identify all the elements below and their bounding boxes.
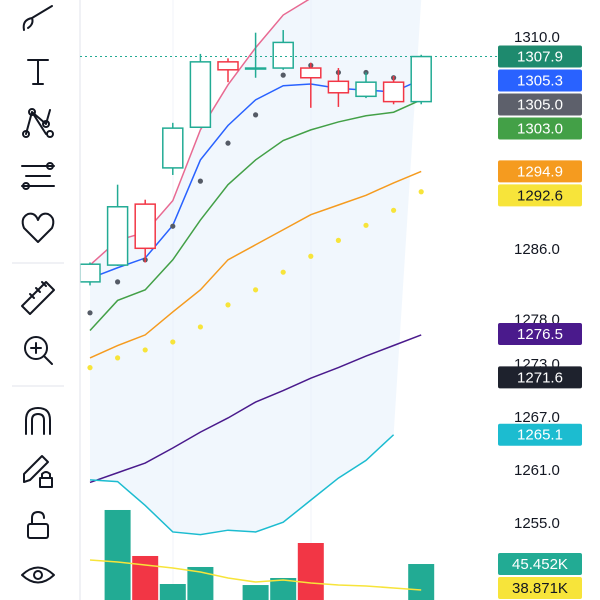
cloud-fill <box>90 0 422 535</box>
y-tick-label: 1286.0 <box>514 241 560 258</box>
indicator-dot <box>253 287 259 293</box>
price-tag <box>498 553 582 576</box>
volume-bar <box>159 584 186 600</box>
candle-body <box>189 61 212 128</box>
indicator-line <box>89 99 422 331</box>
indicator-dot <box>115 279 121 285</box>
indicator-dot <box>391 207 397 213</box>
indicator-dot <box>225 302 231 308</box>
y-tick-label: 1255.0 <box>514 515 560 532</box>
candle-body <box>327 80 350 94</box>
favorites[interactable] <box>21 212 55 243</box>
volume-bar <box>270 577 297 600</box>
price-tag <box>498 577 582 600</box>
indicator-line <box>89 170 422 359</box>
indicator-dot <box>253 112 259 118</box>
price-tag-label: 1271.6 <box>517 369 563 386</box>
price-tag-label: 45.452K <box>512 556 568 573</box>
price-tag-label: 1276.5 <box>517 326 563 343</box>
price-tag-label: 1294.9 <box>517 163 563 180</box>
plot-area <box>80 0 435 600</box>
indicator-dot <box>280 72 286 78</box>
candle-body <box>410 55 432 103</box>
toolbar <box>12 5 64 584</box>
price-tag-label: 1303.0 <box>517 121 563 138</box>
volume-bar <box>242 585 269 600</box>
lock[interactable] <box>27 511 49 539</box>
brush-tool[interactable] <box>22 5 53 31</box>
y-tick-label: 1261.0 <box>514 462 560 479</box>
candle-body <box>80 263 101 283</box>
indicator-dot <box>87 364 93 371</box>
indicator-dot <box>142 347 148 353</box>
fib-tool[interactable] <box>21 162 55 190</box>
price-tag-label: 38.871K <box>512 580 568 597</box>
volume-ma <box>89 559 422 591</box>
indicator-dot <box>418 189 424 195</box>
indicator-dot <box>197 178 203 184</box>
lock-drawings[interactable] <box>23 455 53 488</box>
price-tag <box>498 366 582 389</box>
candle-body <box>134 203 156 250</box>
volume-bar <box>408 564 435 600</box>
price-tag <box>498 423 582 446</box>
text-tool[interactable] <box>27 59 49 85</box>
indicator-dot <box>87 310 93 316</box>
volume-bar <box>132 555 159 600</box>
indicator-dot <box>363 222 369 228</box>
price-tag <box>498 160 582 183</box>
price-tag-label: 1307.9 <box>517 49 563 66</box>
candle-body <box>106 206 129 266</box>
candle-body <box>162 127 184 169</box>
indicator-dot <box>225 140 231 146</box>
indicator-line <box>89 434 395 536</box>
candle-body <box>217 61 239 71</box>
volume-bar <box>297 543 324 600</box>
ruler[interactable] <box>21 281 55 315</box>
candle-body <box>244 67 267 70</box>
price-tag <box>498 69 582 92</box>
candle-body <box>355 81 377 98</box>
y-tick-label: 1267.0 <box>514 409 560 426</box>
candle-body <box>382 81 405 103</box>
price-tag <box>498 117 582 140</box>
price-tag-label: 1305.3 <box>517 73 563 90</box>
pattern-tool[interactable] <box>22 108 54 138</box>
candle-body <box>300 67 322 79</box>
volume-bar <box>104 509 131 600</box>
visibility[interactable] <box>21 566 55 584</box>
indicator-line <box>89 334 422 484</box>
indicator-dot <box>170 223 176 229</box>
indicator-dot <box>197 324 203 330</box>
price-tag <box>498 184 582 207</box>
indicator-dot <box>308 253 314 259</box>
indicator-dot <box>115 355 121 361</box>
price-tag-label: 1265.1 <box>517 427 563 444</box>
zoom[interactable] <box>24 336 53 365</box>
price-tag <box>498 93 582 116</box>
price-tag <box>498 45 582 68</box>
y-tick-label: 1310.0 <box>514 29 560 46</box>
indicator-dot <box>170 339 176 345</box>
price-tag-label: 1305.0 <box>517 97 563 114</box>
indicator-dot <box>335 237 341 243</box>
candle-body <box>272 41 294 69</box>
indicator-dot <box>280 269 286 275</box>
magnet[interactable] <box>25 407 51 435</box>
price-tag <box>498 323 582 346</box>
price-tag-label: 1292.6 <box>517 187 563 204</box>
